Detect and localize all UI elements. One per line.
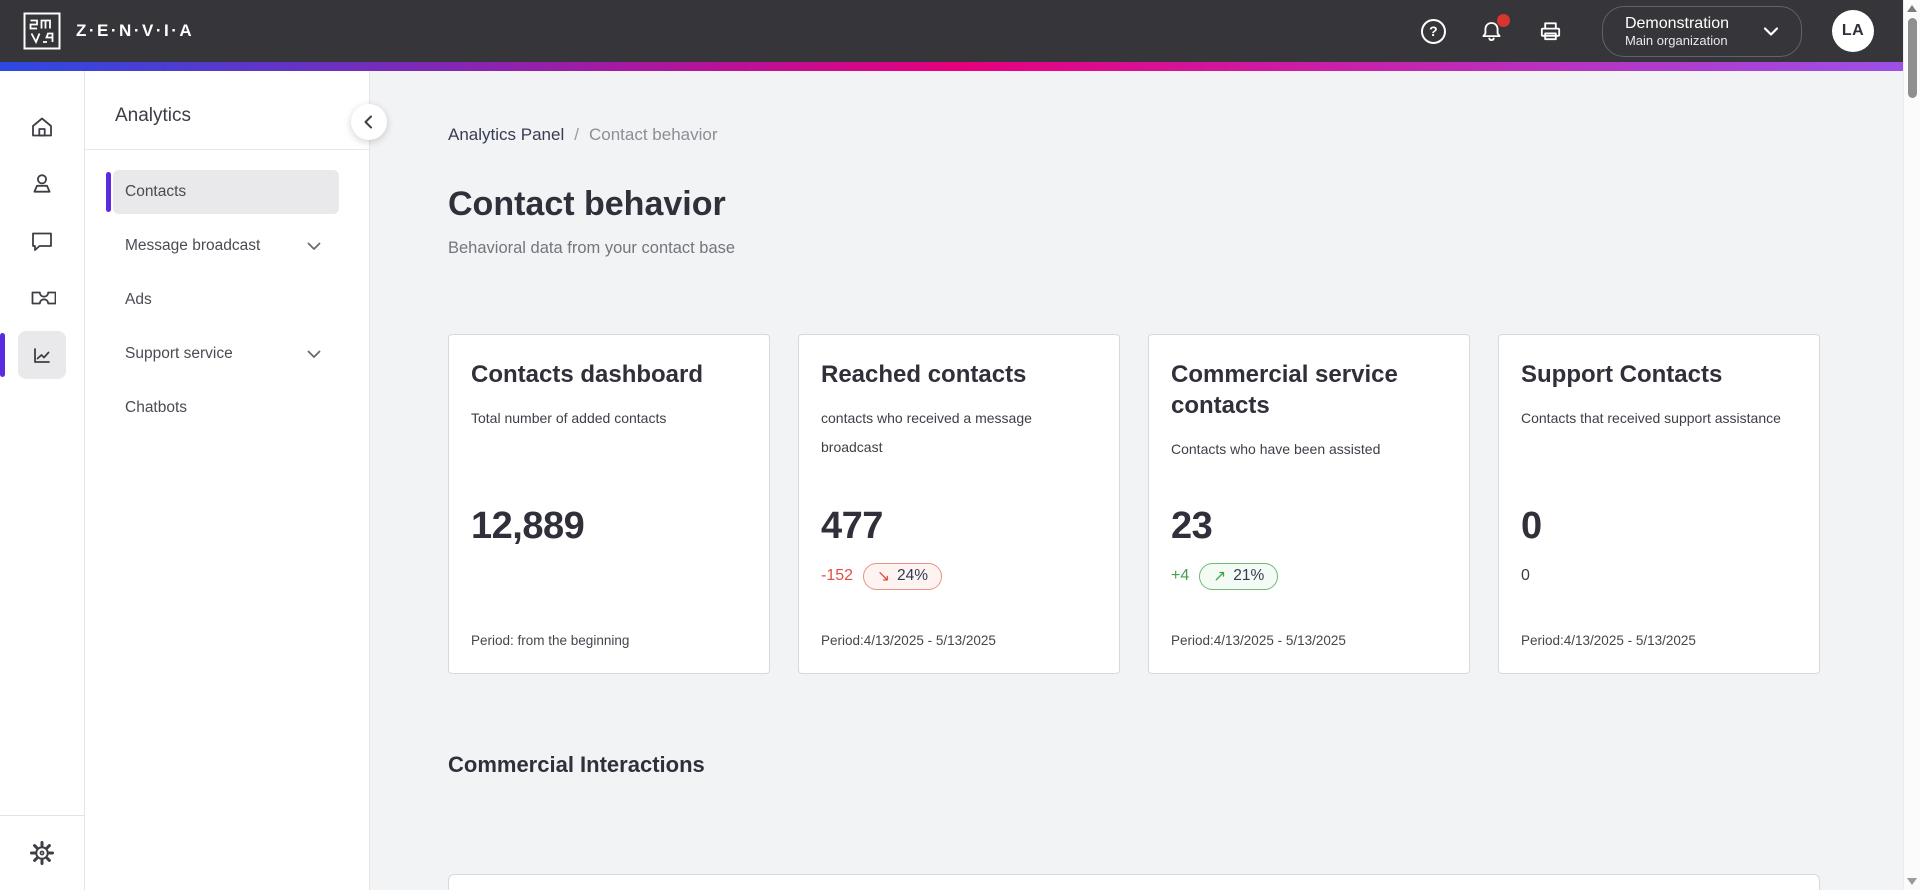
breadcrumb-separator: / — [574, 125, 579, 144]
commercial-interactions-card — [448, 874, 1820, 890]
chart-icon — [34, 348, 50, 363]
card-title: Contacts dashboard — [471, 361, 704, 388]
notification-badge — [1496, 13, 1510, 27]
section-heading-commercial-interactions: Commercial Interactions — [448, 752, 705, 777]
scrollbar-up-arrow[interactable] — [1907, 5, 1917, 12]
app-body: Analytics Contacts Message broadcast Ads… — [0, 71, 1920, 890]
brand-gradient-bar — [0, 62, 1920, 71]
user-avatar[interactable]: LA — [1832, 10, 1874, 52]
home-icon — [32, 117, 52, 137]
analytics-menu: Contacts Message broadcast Ads Support s… — [85, 150, 369, 430]
sidebar-divider — [85, 149, 369, 150]
card-period: Period:4/13/2025 - 5/13/2025 — [1171, 633, 1346, 648]
sidebar-title: Analytics — [115, 105, 192, 126]
kpi-cards: Contacts dashboard Total number of added… — [448, 334, 1920, 674]
trend-down-icon: ↘ — [877, 567, 891, 585]
card-value: 0 — [1521, 505, 1542, 547]
brand-wordmark: Z·E·N·V·I·A — [76, 21, 195, 40]
delta-value: -152 — [821, 567, 854, 584]
card-commercial-service-contacts: Commercial service contacts Contacts who… — [1148, 334, 1470, 674]
card-delta-row: 0 — [1521, 561, 1530, 591]
help-icon: ? — [1420, 18, 1446, 44]
card-contacts-dashboard: Contacts dashboard Total number of added… — [448, 334, 770, 674]
print-button[interactable] — [1537, 18, 1564, 45]
delta-value: 0 — [1521, 567, 1530, 584]
scrollbar-down-arrow[interactable] — [1907, 878, 1917, 885]
trend-percent: 21% — [1233, 567, 1265, 584]
help-button[interactable]: ? — [1420, 18, 1446, 44]
sidebar-item-message-broadcast[interactable]: Message broadcast — [113, 224, 339, 268]
sidebar-item-chatbots[interactable]: Chatbots — [125, 399, 188, 416]
card-period: Period:4/13/2025 - 5/13/2025 — [1521, 633, 1696, 648]
top-bar: Z·E·N·V·I·A ? — [0, 0, 1920, 62]
analytics-sidebar: Analytics Contacts Message broadcast Ads… — [85, 71, 387, 890]
zenvia-logo-icon — [23, 12, 61, 50]
card-description: contacts who received a message broadcas… — [821, 410, 1032, 455]
trend-badge: ↗ 21% — [1199, 562, 1279, 590]
card-description: Total number of added contacts — [471, 410, 667, 426]
chevron-left-icon — [364, 115, 372, 129]
gear-icon — [30, 841, 54, 865]
card-title: Commercial service contacts — [1171, 361, 1398, 419]
breadcrumb-current: Contact behavior — [588, 125, 718, 144]
chevron-down-icon — [303, 235, 325, 257]
rail-item-settings[interactable] — [18, 829, 66, 877]
card-description: Contacts that received support assistanc… — [1521, 410, 1781, 426]
rail-item-home[interactable] — [18, 103, 66, 151]
bell-icon — [1482, 21, 1501, 41]
card-delta-row: +4 ↗ 21% — [1171, 561, 1279, 591]
rail-item-contacts[interactable] — [18, 160, 66, 208]
sidebar-item-contacts[interactable]: Contacts — [106, 170, 339, 214]
main-content: Analytics Panel / Contact behavior Conta… — [370, 71, 1920, 890]
sidebar-item-support-service[interactable]: Support service — [113, 332, 339, 376]
card-description: Contacts who have been assisted — [1171, 441, 1381, 457]
rail-bottom-section — [0, 815, 85, 890]
sidebar-item-ads[interactable]: Ads — [125, 291, 152, 308]
icon-rail — [0, 71, 85, 890]
topbar-actions: ? Demonstration Main organiz — [1389, 5, 1874, 57]
card-reached-contacts: Reached contacts contacts who received a… — [798, 334, 1120, 674]
organization-name: Demonstration — [1624, 14, 1729, 32]
notifications-button[interactable] — [1478, 13, 1510, 45]
card-support-contacts: Support Contacts Contacts that received … — [1498, 334, 1820, 674]
brand-logo[interactable]: Z·E·N·V·I·A — [22, 11, 194, 51]
page-subtitle: Behavioral data from your contact base — [448, 239, 736, 257]
rail-item-tickets[interactable] — [18, 274, 66, 322]
card-delta-row: -152 ↘ 24% — [821, 561, 943, 591]
chevron-down-icon — [1759, 19, 1783, 43]
card-title: Support Contacts — [1521, 361, 1723, 388]
trend-up-icon: ↗ — [1213, 567, 1227, 585]
breadcrumb: Analytics Panel / Contact behavior — [448, 125, 1920, 145]
card-period: Period: from the beginning — [471, 633, 630, 648]
ticket-icon — [31, 291, 56, 305]
card-period: Period:4/13/2025 - 5/13/2025 — [821, 633, 996, 648]
collapse-sidebar-button[interactable] — [351, 104, 387, 140]
trend-badge: ↘ 24% — [863, 562, 943, 590]
delta-value: +4 — [1171, 567, 1190, 584]
printer-icon — [1540, 21, 1561, 40]
card-title: Reached contacts — [821, 361, 1027, 388]
person-icon — [33, 174, 51, 193]
rail-item-analytics[interactable] — [0, 331, 66, 379]
page-title: Contact behavior — [448, 185, 726, 223]
organization-subtitle: Main organization — [1624, 32, 1728, 48]
trend-percent: 24% — [897, 567, 929, 584]
card-value: 23 — [1171, 505, 1213, 547]
chevron-down-icon — [303, 343, 325, 365]
rail-item-conversations[interactable] — [18, 217, 66, 265]
card-value: 477 — [821, 505, 883, 547]
scrollbar-thumb[interactable] — [1908, 18, 1917, 98]
card-value: 12,889 — [471, 505, 585, 547]
organization-selector[interactable]: Demonstration Main organization — [1601, 5, 1802, 57]
chat-bubble-icon — [32, 232, 52, 251]
vertical-scrollbar[interactable] — [1903, 0, 1920, 890]
breadcrumb-analytics-panel[interactable]: Analytics Panel — [448, 125, 565, 144]
